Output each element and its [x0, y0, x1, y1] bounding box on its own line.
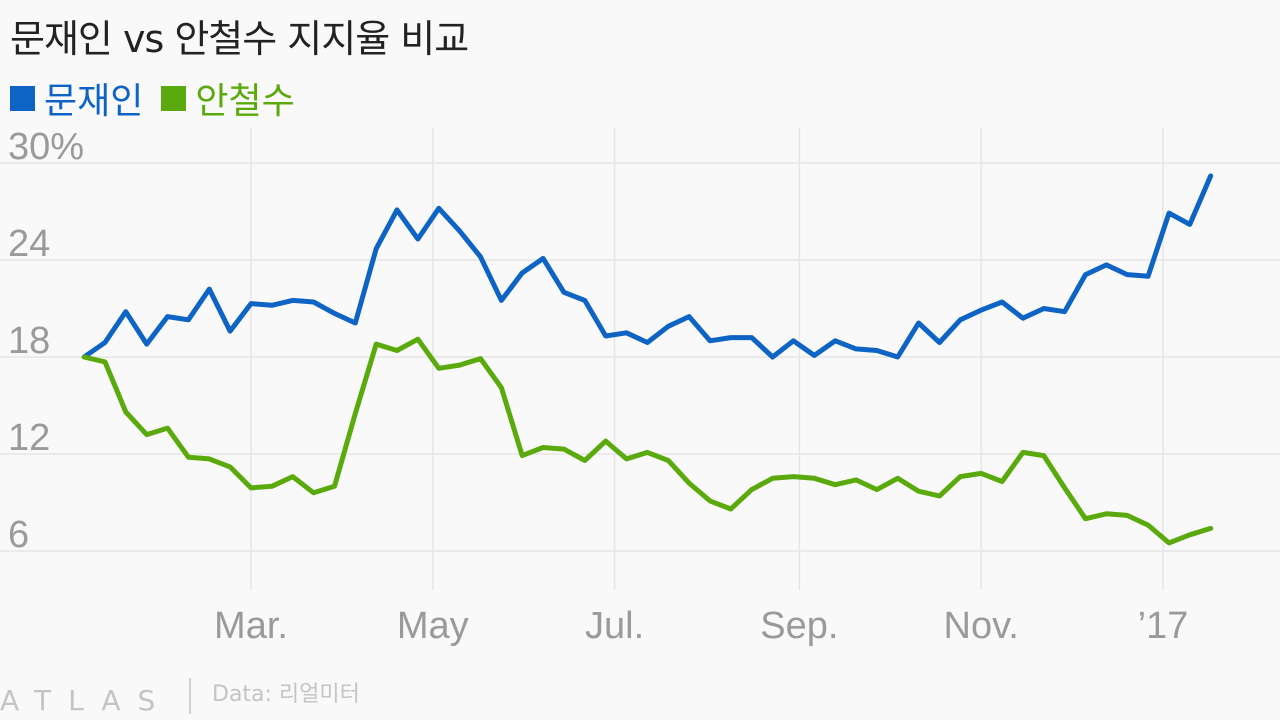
legend: 문재인 안철수	[10, 72, 313, 124]
y-tick-label: 30%	[8, 126, 84, 168]
legend-item: 문재인	[10, 72, 143, 124]
y-tick-label: 12	[8, 417, 50, 459]
footer-divider	[189, 678, 191, 714]
atlas-logo: ATLAS	[0, 684, 173, 717]
x-tick-label: Jul.	[585, 605, 644, 647]
series-line-1	[81, 173, 1214, 360]
legend-label: 안철수	[195, 81, 295, 122]
x-tick-label: Mar.	[214, 605, 288, 647]
y-tick-label: 6	[8, 514, 29, 556]
legend-swatch	[10, 85, 35, 111]
legend-label: 문재인	[44, 81, 144, 122]
series-line-2	[81, 336, 1214, 546]
y-tick-label: 18	[8, 320, 50, 362]
y-tick-label: 24	[8, 223, 50, 265]
x-tick-label: May	[397, 605, 469, 647]
x-tick-label: Nov.	[944, 605, 1019, 647]
data-source: Data: 리얼미터	[212, 682, 360, 707]
legend-item: 안철수	[161, 72, 295, 124]
chart-title: 문재인 vs 안철수 지지율 비교	[10, 17, 469, 61]
x-tick-label: Sep.	[760, 605, 838, 647]
x-tick-label: ’17	[1138, 605, 1189, 647]
legend-swatch	[161, 85, 187, 111]
